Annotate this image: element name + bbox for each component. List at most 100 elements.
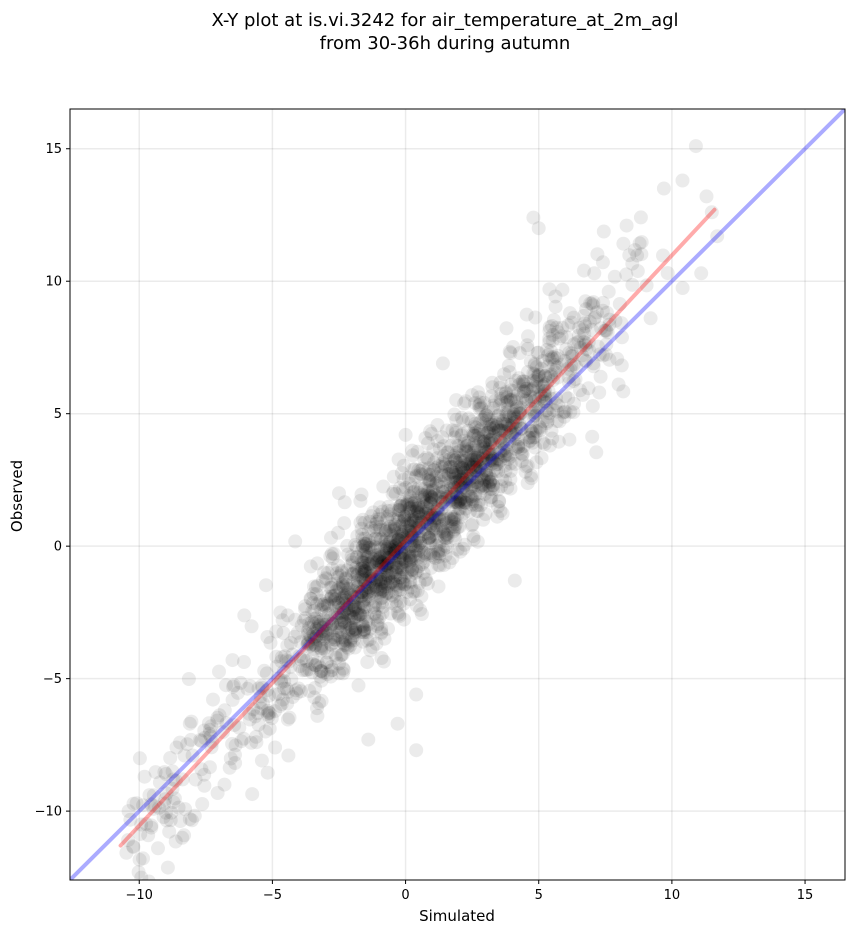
data-point [397,535,412,550]
data-point [548,363,563,378]
data-point [146,801,161,816]
data-point [260,707,275,722]
data-point [348,538,363,552]
data-point [386,512,401,526]
data-point [454,466,469,481]
data-point [327,588,342,603]
data-point [357,579,372,593]
data-point [436,512,451,527]
data-point [158,767,173,781]
data-point [303,637,318,652]
data-point [225,692,240,707]
data-point [313,669,328,684]
data-point [259,666,274,681]
data-point [452,469,467,484]
data-point [517,377,532,392]
data-point [378,570,393,585]
data-point [353,515,368,530]
data-point [551,434,566,449]
data-point [323,669,338,684]
data-point [358,573,373,588]
data-point [493,423,508,438]
data-point [341,607,356,622]
data-point [464,478,479,493]
data-point [404,552,419,567]
data-point [361,540,375,555]
data-point [470,450,485,465]
data-point [405,499,420,514]
data-point [507,410,522,425]
data-point [212,664,226,679]
data-point [391,540,406,555]
data-point [301,627,316,642]
data-point [320,667,335,682]
data-point [227,718,242,733]
data-point [374,590,389,605]
data-point [391,531,406,546]
data-point [362,557,377,572]
data-point [377,560,392,575]
data-point [395,527,410,542]
data-point [447,512,462,526]
data-point [421,517,435,532]
data-point [429,476,444,491]
data-point [473,415,488,430]
data-point [376,654,391,669]
data-point [453,544,468,559]
data-point [449,412,464,427]
data-point [449,455,464,470]
data-point [464,491,479,506]
data-point [550,404,565,419]
data-point [336,590,351,605]
data-point [515,390,530,405]
data-point [431,478,446,493]
data-point [470,453,485,468]
data-point [375,555,390,570]
data-point [392,576,407,591]
data-point [392,536,406,550]
data-point [444,509,459,524]
data-point [472,401,487,416]
data-point [293,652,308,667]
data-point [535,389,549,404]
data-point [694,266,709,281]
data-point [377,584,392,599]
data-point [445,423,460,438]
data-point [293,635,308,650]
data-point [499,405,514,420]
data-point [478,456,493,471]
data-point [357,561,372,576]
data-point [346,603,361,618]
data-point [528,310,543,325]
data-point [445,464,460,479]
data-point [375,559,389,574]
data-point [498,407,513,422]
data-point [483,452,498,467]
data-point [369,551,384,566]
data-point [456,463,471,478]
data-point [456,414,471,429]
data-point [555,282,570,297]
data-point [334,612,349,627]
data-point [236,731,251,746]
data-point [462,472,477,487]
y-tick-label: −10 [35,805,62,820]
data-point [482,419,497,434]
data-point [420,516,434,531]
data-point [550,360,565,375]
data-point [444,512,459,527]
data-point [152,800,166,815]
data-point [570,335,585,350]
data-point [336,581,351,596]
data-point [356,597,371,612]
data-point [592,385,607,400]
data-point [350,590,365,605]
data-point [336,662,351,677]
data-point [474,401,489,416]
data-point [496,414,510,428]
data-point [425,476,440,491]
data-point [544,423,559,438]
data-point [316,632,331,647]
data-point [307,611,322,626]
data-point [535,435,550,450]
